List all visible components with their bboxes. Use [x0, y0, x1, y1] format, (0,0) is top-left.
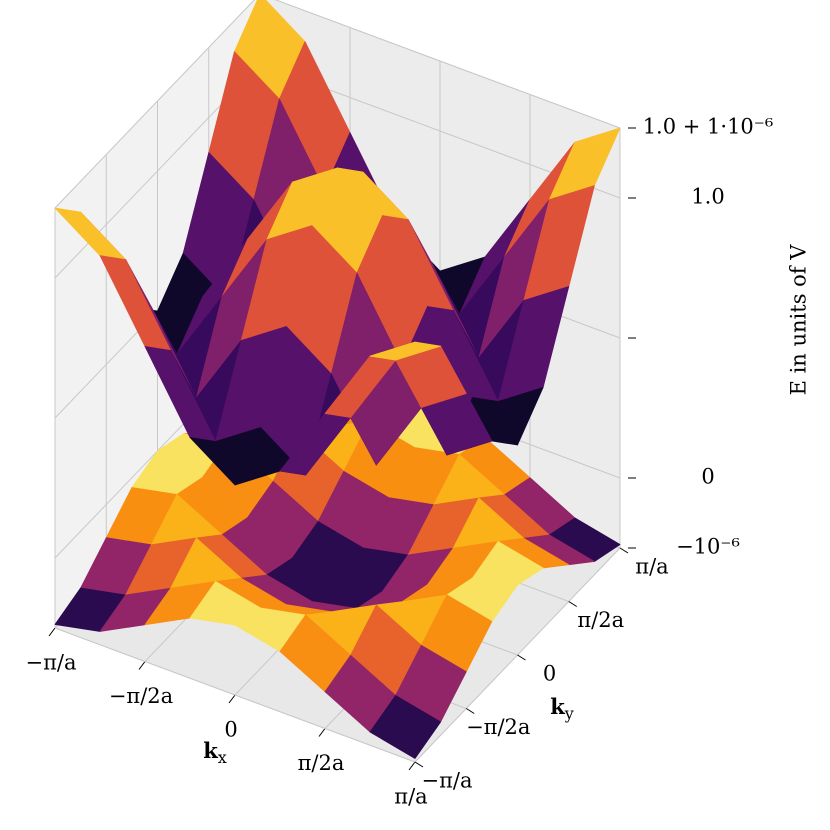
x-axis-label-sub: x [218, 748, 227, 767]
surface-patch [369, 695, 442, 759]
tick-mark [48, 627, 56, 637]
z-tick-label: 1.0 + 1·10⁻⁶ [643, 115, 774, 139]
tick-mark [619, 547, 629, 554]
x-tick-label: −π/a [26, 651, 77, 675]
y-tick-label: −π/2a [466, 715, 530, 739]
tick-mark [465, 708, 475, 714]
x-axis-label-base: k [203, 738, 218, 763]
z-tick-label: 1.0 [691, 185, 724, 209]
x-tick-label: π/a [394, 785, 427, 809]
grid-line [54, 627, 416, 763]
tick-mark [228, 694, 236, 704]
x-tick-label: 0 [224, 718, 237, 742]
z-tick-label: −10⁻⁶ [676, 535, 740, 559]
grid-line [54, 0, 255, 209]
x-axis-label: kx [203, 738, 227, 767]
y-axis-label-base: k [550, 694, 565, 719]
x-tick-label: π/2a [298, 751, 345, 775]
y-tick-label: −π/a [422, 769, 473, 793]
y-tick-label: 0 [543, 662, 556, 686]
z-axis-label: E in units of V [787, 244, 811, 396]
x-tick-label: −π/2a [109, 684, 173, 708]
y-axis-label-sub: y [564, 704, 574, 723]
tick-mark [318, 728, 326, 737]
grid-line [274, 0, 621, 129]
z-tick-label: 0 [701, 465, 714, 489]
tick-mark [517, 654, 526, 661]
tick-mark [408, 761, 416, 771]
tick-mark [138, 661, 146, 670]
tick-mark [414, 761, 424, 768]
tick-mark [568, 601, 578, 607]
y-axis-label: ky [550, 694, 574, 723]
y-tick-label: π/a [635, 555, 668, 579]
surface-patch [369, 341, 442, 361]
y-tick-label: π/2a [577, 608, 624, 632]
